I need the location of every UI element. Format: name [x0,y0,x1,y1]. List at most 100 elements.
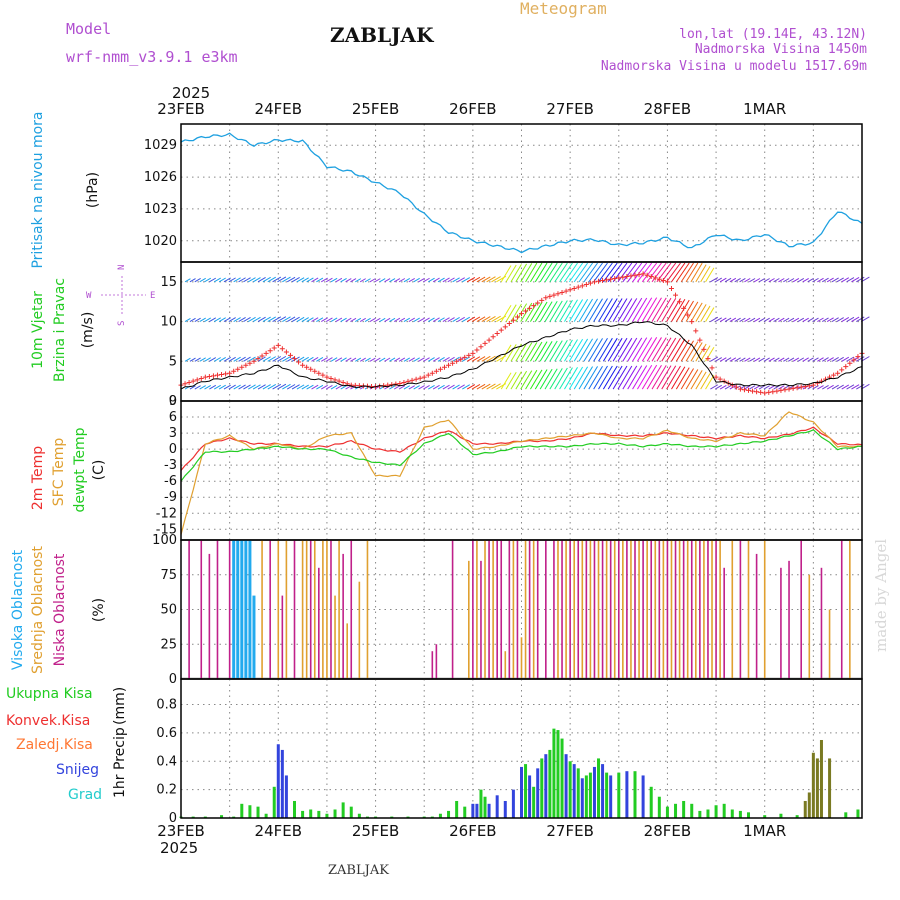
gust-marker [409,377,415,383]
wind-direction-arrow [724,357,732,362]
wind-direction-arrow [593,337,608,362]
wind-direction-arrow [325,384,333,390]
wind-direction-arrow [851,384,860,390]
legend-convective-rain: Konvek.Kisa [6,713,90,729]
wind-direction-arrow [267,316,276,323]
cloud-bar [788,560,790,679]
wind-direction-arrow [355,317,362,323]
wind-direction-arrow [588,298,603,322]
wind-direction-arrow [822,384,829,390]
wind-direction-arrow [491,276,501,283]
wind-direction-arrow [462,316,471,323]
wind-direction-arrow [520,342,533,362]
y-tick-label: 0.6 [156,726,177,741]
gust-marker [587,280,593,286]
altitude-info: Nadmorska Visina 1450m [695,42,867,57]
precip-bar [815,758,819,818]
wind-direction-arrow [437,277,445,283]
cloud-bar [755,553,758,679]
precip-bar [276,744,280,818]
gust-marker [450,360,456,366]
y-tick-label: 0 [169,442,177,457]
wind-direction-arrow [248,316,256,323]
precip-bar [592,766,596,818]
wind-direction-arrow [841,356,850,362]
precip-bar [540,758,544,818]
wind-direction-arrow [452,356,460,362]
gust-marker [519,311,524,317]
cloud-bar [240,540,244,679]
gust-marker [697,337,703,343]
wind-direction-arrow [705,307,715,322]
wind-direction-arrow [340,278,347,283]
wind-direction-arrow [851,316,860,323]
gust-marker [425,372,431,378]
gust-marker [762,390,768,396]
precip-title: 1hr Precip [112,727,128,798]
wind-direction-arrow [481,383,491,390]
wind-direction-arrow [661,337,677,362]
wind-direction-arrow [423,277,430,283]
wind-direction-arrow [403,357,411,362]
precip-unit: (mm) [112,687,128,725]
wind-direction-arrow [539,341,553,362]
gust-marker [648,274,654,280]
precip-bar [641,775,645,818]
cloud-bar [666,540,669,679]
precip-bar [455,800,459,818]
wind-direction-arrow [447,277,455,283]
gust-marker [287,352,293,358]
wind-direction-arrow [223,356,231,362]
wind-direction-arrow [710,356,719,362]
wind-direction-arrow [817,357,824,362]
wind-direction-arrow [583,338,598,362]
wind-direction-arrow [841,384,850,390]
wind-direction-arrow [627,262,643,283]
precip-bar [284,775,288,818]
wind-direction-arrow [277,355,287,362]
wind-direction-arrow [316,317,324,323]
cloud-bar [719,540,721,679]
precip-bar [657,796,661,818]
wind-direction-arrow [661,365,677,390]
wind-direction-arrow [627,297,643,322]
gust-marker [462,354,468,360]
wind-direction-arrow [486,315,496,323]
wind-direction-arrow [578,366,594,390]
gust-marker [758,389,764,395]
gust-marker [851,357,857,363]
wind-direction-arrow [632,297,648,322]
wind-direction-arrow [428,384,435,390]
wind-direction-arrow [306,356,314,362]
gust-marker [182,381,188,387]
cloud-bar [512,540,515,679]
wind-direction-arrow [568,299,584,322]
wind-direction-arrow [257,316,266,323]
wind-direction-arrow [534,341,548,362]
wind-direction-arrow [398,357,406,362]
gust-marker [470,350,476,356]
gust-marker [782,387,788,393]
wind-direction-arrow [262,384,271,390]
cloud-bar [488,540,490,679]
wind-direction-arrow [529,369,543,390]
wind-direction-arrow [369,278,376,283]
wind-direction-arrow [471,384,481,390]
cloud-bar [662,540,665,679]
wind-direction-arrow [223,317,231,323]
gust-marker [766,389,772,395]
cloud-bar [646,540,648,679]
precip-bar [633,771,637,818]
y-tick-label: 0 [169,394,177,409]
wind-direction-arrow [413,317,420,323]
gust-marker [814,380,820,386]
cloud-bar [597,540,600,679]
precip-bar [811,752,815,818]
wind-direction-arrow [189,357,196,362]
wind-direction-arrow [637,365,653,390]
wind-direction-arrow [617,365,633,390]
wind-direction-arrow [515,343,528,362]
cloud-bar [711,540,713,679]
wind-direction-arrow [787,317,795,323]
gust-marker [328,375,334,381]
